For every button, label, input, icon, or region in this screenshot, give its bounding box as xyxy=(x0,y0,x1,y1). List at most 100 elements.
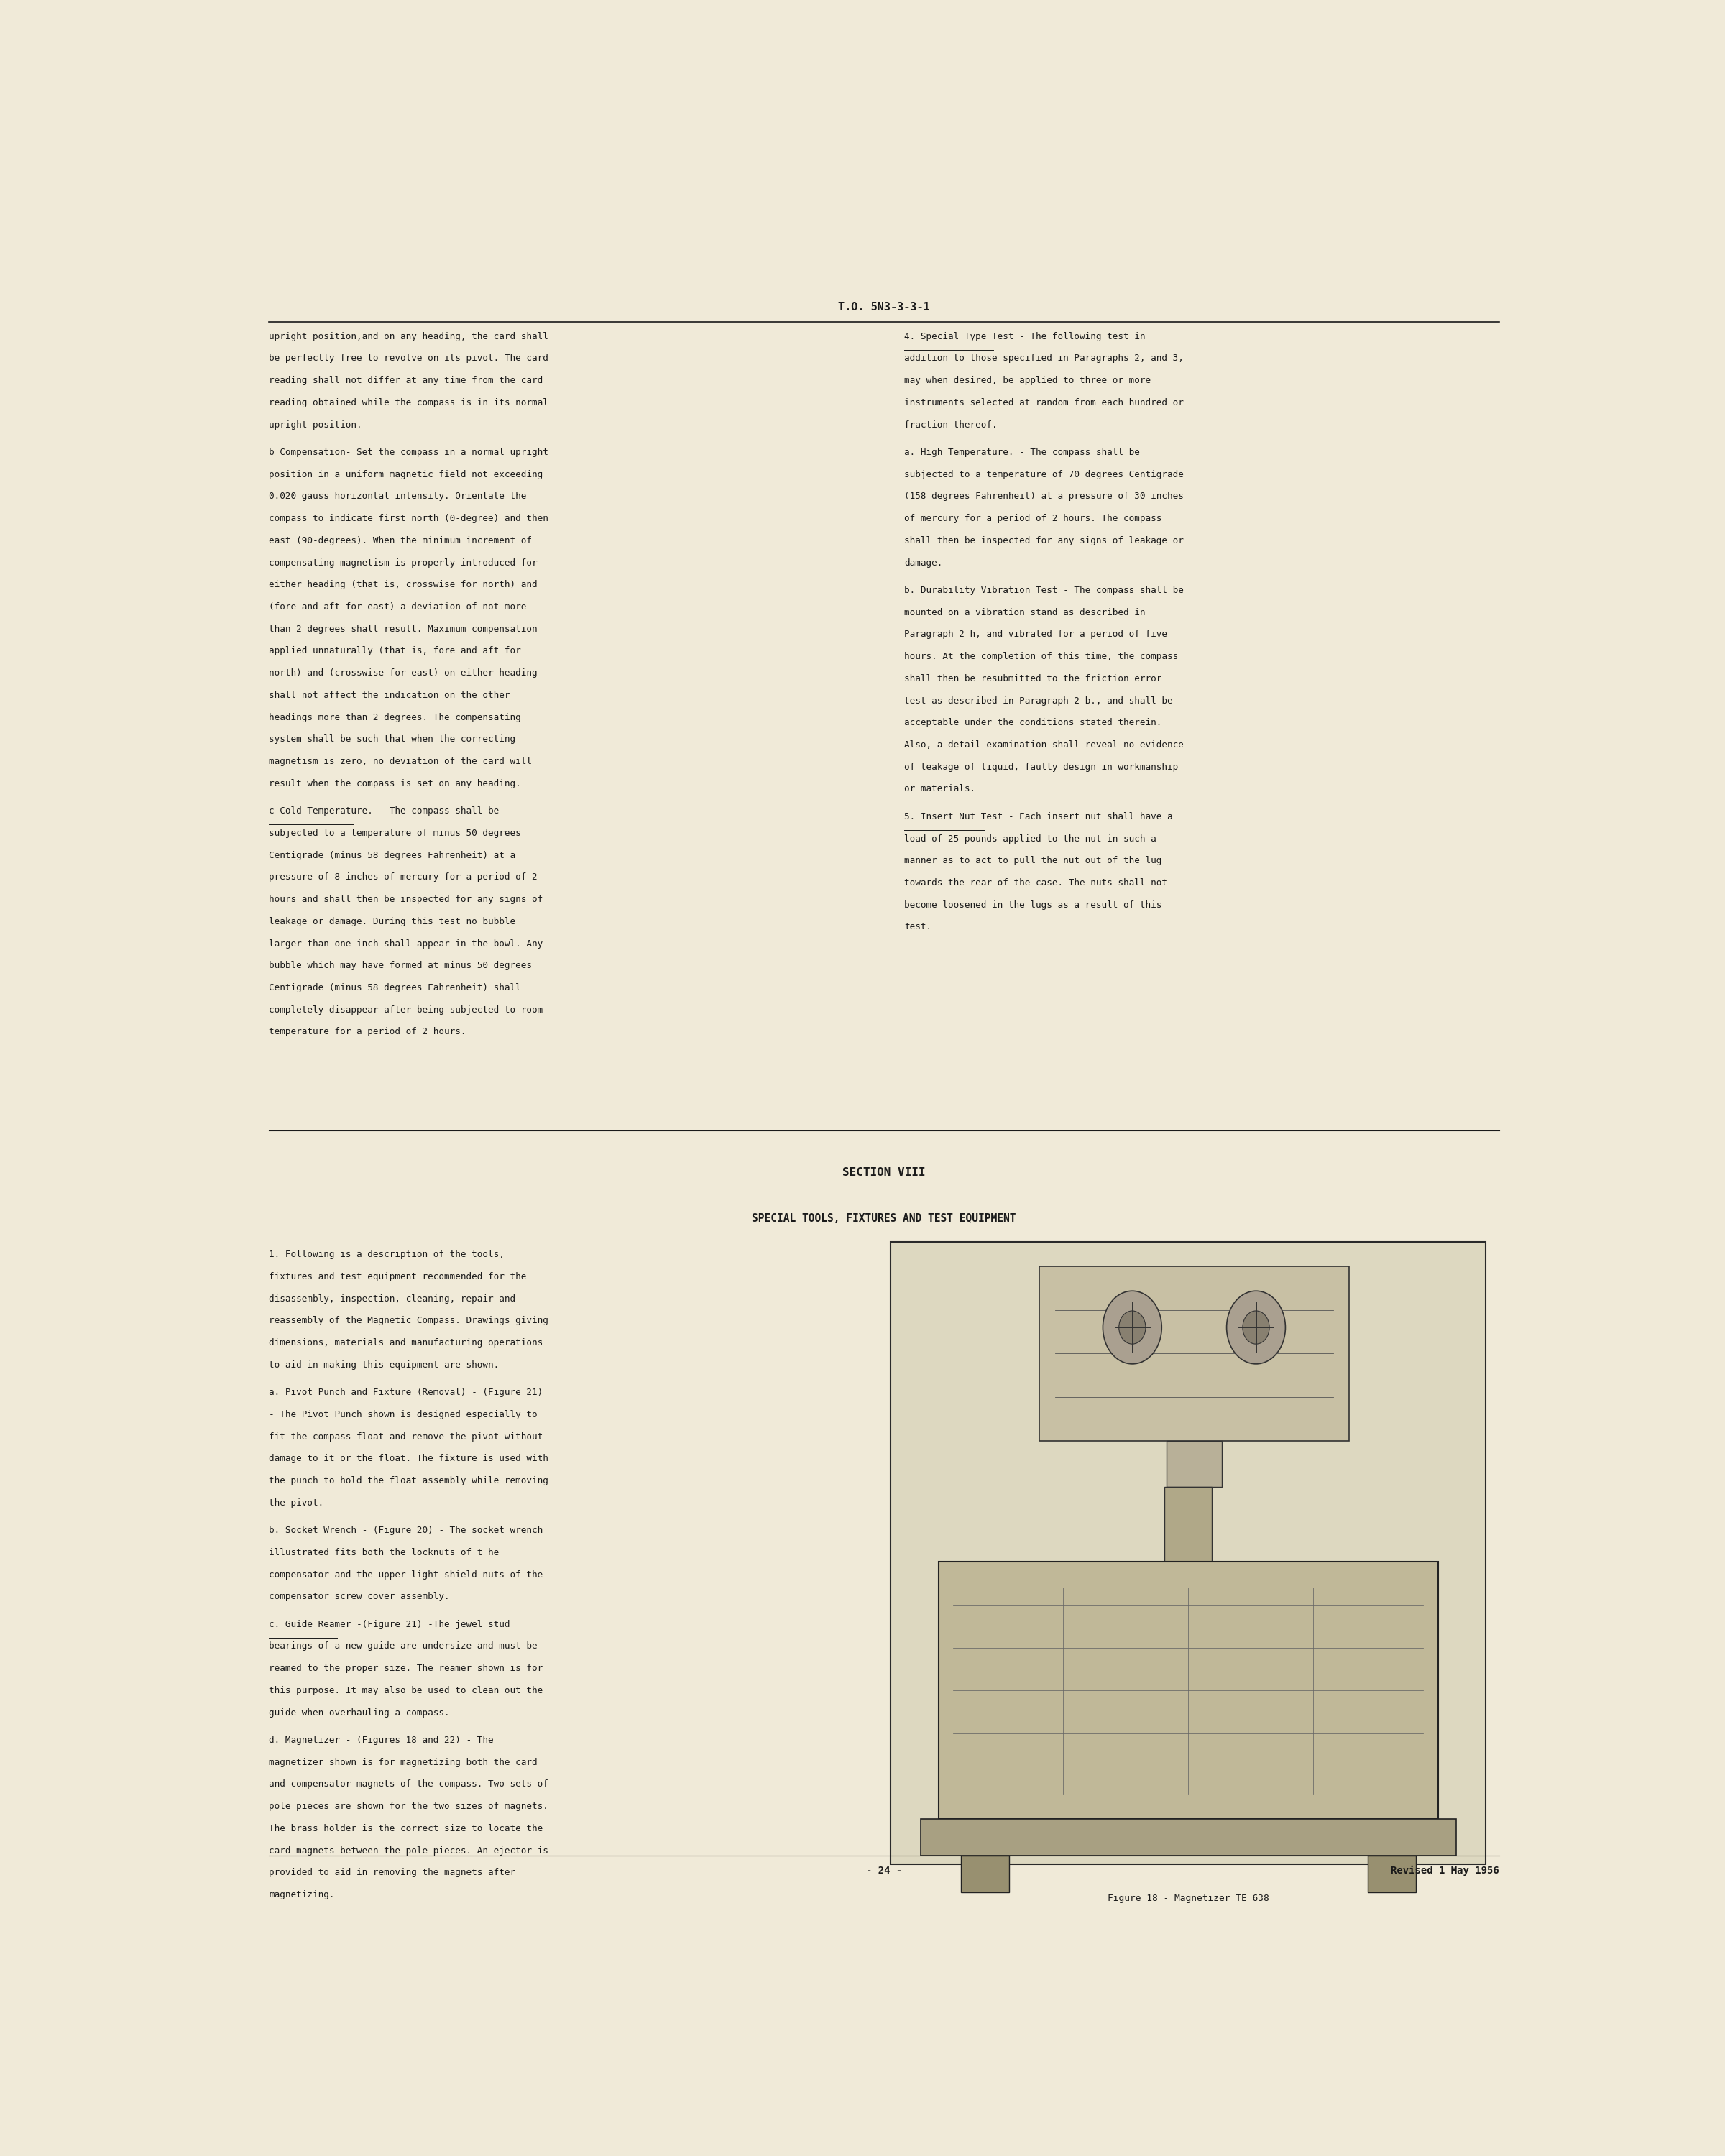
Text: of leakage of liquid, faulty design in workmanship: of leakage of liquid, faulty design in w… xyxy=(904,763,1178,772)
Text: (158 degrees Fahrenheit) at a pressure of 30 inches: (158 degrees Fahrenheit) at a pressure o… xyxy=(904,492,1183,500)
Text: compass to indicate first north (0-degree) and then: compass to indicate first north (0-degre… xyxy=(269,513,549,524)
Text: towards the rear of the case. The nuts shall not: towards the rear of the case. The nuts s… xyxy=(904,877,1168,888)
Bar xyxy=(890,1242,1485,1865)
Text: disassembly, inspection, cleaning, repair and: disassembly, inspection, cleaning, repai… xyxy=(269,1294,516,1304)
Text: - The Pivot Punch shown is designed especially to: - The Pivot Punch shown is designed espe… xyxy=(269,1410,538,1419)
Text: to aid in making this equipment are shown.: to aid in making this equipment are show… xyxy=(269,1360,499,1369)
Text: Centigrade (minus 58 degrees Fahrenheit) shall: Centigrade (minus 58 degrees Fahrenheit)… xyxy=(269,983,521,992)
Text: headings more than 2 degrees. The compensating: headings more than 2 degrees. The compen… xyxy=(269,714,521,722)
Text: shall then be resubmitted to the friction error: shall then be resubmitted to the frictio… xyxy=(904,675,1161,683)
Text: result when the compass is set on any heading.: result when the compass is set on any he… xyxy=(269,778,521,789)
Text: acceptable under the conditions stated therein.: acceptable under the conditions stated t… xyxy=(904,718,1161,727)
Text: fit the compass float and remove the pivot without: fit the compass float and remove the piv… xyxy=(269,1432,543,1442)
Text: c Cold Temperature. - The compass shall be: c Cold Temperature. - The compass shall … xyxy=(269,806,499,815)
Text: upright position,and on any heading, the card shall: upright position,and on any heading, the… xyxy=(269,332,549,341)
Text: mounted on a vibration stand as described in: mounted on a vibration stand as describe… xyxy=(904,608,1145,617)
Text: fraction thereof.: fraction thereof. xyxy=(904,420,997,429)
Text: compensating magnetism is properly introduced for: compensating magnetism is properly intro… xyxy=(269,558,538,567)
Text: reading shall not differ at any time from the card: reading shall not differ at any time fro… xyxy=(269,375,543,386)
Text: position in a uniform magnetic field not exceeding: position in a uniform magnetic field not… xyxy=(269,470,543,479)
Text: The brass holder is the correct size to locate the: The brass holder is the correct size to … xyxy=(269,1824,543,1833)
Text: a. Pivot Punch and Fixture (Removal) - (Figure 21): a. Pivot Punch and Fixture (Removal) - (… xyxy=(269,1388,543,1397)
Text: b. Socket Wrench - (Figure 20) - The socket wrench: b. Socket Wrench - (Figure 20) - The soc… xyxy=(269,1526,543,1535)
Text: 0.020 gauss horizontal intensity. Orientate the: 0.020 gauss horizontal intensity. Orient… xyxy=(269,492,526,500)
Text: load of 25 pounds applied to the nut in such a: load of 25 pounds applied to the nut in … xyxy=(904,834,1156,843)
Bar xyxy=(938,1561,1439,1820)
Text: system shall be such that when the correcting: system shall be such that when the corre… xyxy=(269,735,516,744)
Text: reassembly of the Magnetic Compass. Drawings giving: reassembly of the Magnetic Compass. Draw… xyxy=(269,1315,549,1326)
Text: temperature for a period of 2 hours.: temperature for a period of 2 hours. xyxy=(269,1026,466,1037)
Text: fixtures and test equipment recommended for the: fixtures and test equipment recommended … xyxy=(269,1272,526,1281)
Bar xyxy=(1166,1440,1221,1488)
Text: test as described in Paragraph 2 b., and shall be: test as described in Paragraph 2 b., and… xyxy=(904,696,1173,705)
Circle shape xyxy=(1226,1291,1285,1365)
Text: shall then be inspected for any signs of leakage or: shall then be inspected for any signs of… xyxy=(904,537,1183,545)
Text: 4. Special Type Test - The following test in: 4. Special Type Test - The following tes… xyxy=(904,332,1145,341)
Text: guide when overhauling a compass.: guide when overhauling a compass. xyxy=(269,1708,450,1718)
Text: completely disappear after being subjected to room: completely disappear after being subject… xyxy=(269,1005,543,1015)
Text: damage to it or the float. The fixture is used with: damage to it or the float. The fixture i… xyxy=(269,1453,549,1464)
Text: be perfectly free to revolve on its pivot. The card: be perfectly free to revolve on its pivo… xyxy=(269,354,549,362)
Bar xyxy=(1368,1856,1416,1893)
Text: hours. At the completion of this time, the compass: hours. At the completion of this time, t… xyxy=(904,651,1178,662)
Text: the pivot.: the pivot. xyxy=(269,1498,324,1507)
Text: - 24 -: - 24 - xyxy=(866,1865,902,1876)
Text: north) and (crosswise for east) on either heading: north) and (crosswise for east) on eithe… xyxy=(269,668,538,677)
Circle shape xyxy=(1242,1311,1270,1343)
Text: become loosened in the lugs as a result of this: become loosened in the lugs as a result … xyxy=(904,901,1161,910)
Text: this purpose. It may also be used to clean out the: this purpose. It may also be used to cle… xyxy=(269,1686,543,1695)
Text: illustrated fits both the locknuts of t he: illustrated fits both the locknuts of t … xyxy=(269,1548,499,1557)
Circle shape xyxy=(1120,1311,1145,1343)
Bar xyxy=(921,1820,1456,1856)
Text: c. Guide Reamer -(Figure 21) -The jewel stud: c. Guide Reamer -(Figure 21) -The jewel … xyxy=(269,1619,511,1630)
Text: b. Durability Vibration Test - The compass shall be: b. Durability Vibration Test - The compa… xyxy=(904,586,1183,595)
Text: damage.: damage. xyxy=(904,558,942,567)
Text: shall not affect the indication on the other: shall not affect the indication on the o… xyxy=(269,690,511,701)
Text: Paragraph 2 h, and vibrated for a period of five: Paragraph 2 h, and vibrated for a period… xyxy=(904,630,1168,638)
Bar xyxy=(961,1856,1009,1893)
Text: of mercury for a period of 2 hours. The compass: of mercury for a period of 2 hours. The … xyxy=(904,513,1161,524)
Text: provided to aid in removing the magnets after: provided to aid in removing the magnets … xyxy=(269,1867,516,1878)
Text: dimensions, materials and manufacturing operations: dimensions, materials and manufacturing … xyxy=(269,1339,543,1348)
Text: pressure of 8 inches of mercury for a period of 2: pressure of 8 inches of mercury for a pe… xyxy=(269,873,538,882)
Text: larger than one inch shall appear in the bowl. Any: larger than one inch shall appear in the… xyxy=(269,940,543,949)
Text: b Compensation- Set the compass in a normal upright: b Compensation- Set the compass in a nor… xyxy=(269,448,549,457)
Text: magnetizing.: magnetizing. xyxy=(269,1891,335,1899)
Text: and compensator magnets of the compass. Two sets of: and compensator magnets of the compass. … xyxy=(269,1779,549,1789)
Bar xyxy=(1040,1266,1349,1440)
Text: leakage or damage. During this test no bubble: leakage or damage. During this test no b… xyxy=(269,916,516,927)
Text: reamed to the proper size. The reamer shown is for: reamed to the proper size. The reamer sh… xyxy=(269,1664,543,1673)
Text: east (90-degrees). When the minimum increment of: east (90-degrees). When the minimum incr… xyxy=(269,537,531,545)
Text: Also, a detail examination shall reveal no evidence: Also, a detail examination shall reveal … xyxy=(904,740,1183,750)
Text: than 2 degrees shall result. Maximum compensation: than 2 degrees shall result. Maximum com… xyxy=(269,625,538,634)
Text: upright position.: upright position. xyxy=(269,420,362,429)
Text: SPECIAL TOOLS, FIXTURES AND TEST EQUIPMENT: SPECIAL TOOLS, FIXTURES AND TEST EQUIPME… xyxy=(752,1214,1016,1225)
Circle shape xyxy=(1102,1291,1161,1365)
Text: pole pieces are shown for the two sizes of magnets.: pole pieces are shown for the two sizes … xyxy=(269,1802,549,1811)
Text: test.: test. xyxy=(904,923,932,931)
Text: T.O. 5N3-3-3-1: T.O. 5N3-3-3-1 xyxy=(838,302,930,313)
Text: bubble which may have formed at minus 50 degrees: bubble which may have formed at minus 50… xyxy=(269,962,531,970)
Text: compensator and the upper light shield nuts of the: compensator and the upper light shield n… xyxy=(269,1570,543,1580)
Text: may when desired, be applied to three or more: may when desired, be applied to three or… xyxy=(904,375,1151,386)
Text: magnetizer shown is for magnetizing both the card: magnetizer shown is for magnetizing both… xyxy=(269,1757,538,1768)
Text: applied unnaturally (that is, fore and aft for: applied unnaturally (that is, fore and a… xyxy=(269,647,521,655)
Text: SECTION VIII: SECTION VIII xyxy=(842,1166,926,1177)
Text: d. Magnetizer - (Figures 18 and 22) - The: d. Magnetizer - (Figures 18 and 22) - Th… xyxy=(269,1736,493,1744)
Text: (fore and aft for east) a deviation of not more: (fore and aft for east) a deviation of n… xyxy=(269,602,526,612)
Text: subjected to a temperature of minus 50 degrees: subjected to a temperature of minus 50 d… xyxy=(269,828,521,839)
Text: compensator screw cover assembly.: compensator screw cover assembly. xyxy=(269,1591,450,1602)
Bar xyxy=(1164,1488,1213,1561)
Text: 5. Insert Nut Test - Each insert nut shall have a: 5. Insert Nut Test - Each insert nut sha… xyxy=(904,813,1173,821)
Text: the punch to hold the float assembly while removing: the punch to hold the float assembly whi… xyxy=(269,1477,549,1485)
Text: reading obtained while the compass is in its normal: reading obtained while the compass is in… xyxy=(269,399,549,407)
Text: magnetism is zero, no deviation of the card will: magnetism is zero, no deviation of the c… xyxy=(269,757,531,765)
Text: 1. Following is a description of the tools,: 1. Following is a description of the too… xyxy=(269,1250,505,1259)
Text: or materials.: or materials. xyxy=(904,785,975,793)
Text: hours and shall then be inspected for any signs of: hours and shall then be inspected for an… xyxy=(269,895,543,903)
Text: Revised 1 May 1956: Revised 1 May 1956 xyxy=(1390,1865,1499,1876)
Text: instruments selected at random from each hundred or: instruments selected at random from each… xyxy=(904,399,1183,407)
Text: manner as to act to pull the nut out of the lug: manner as to act to pull the nut out of … xyxy=(904,856,1161,865)
Text: Centigrade (minus 58 degrees Fahrenheit) at a: Centigrade (minus 58 degrees Fahrenheit)… xyxy=(269,852,516,860)
Text: Figure 18 - Magnetizer TE 638: Figure 18 - Magnetizer TE 638 xyxy=(1107,1893,1270,1904)
